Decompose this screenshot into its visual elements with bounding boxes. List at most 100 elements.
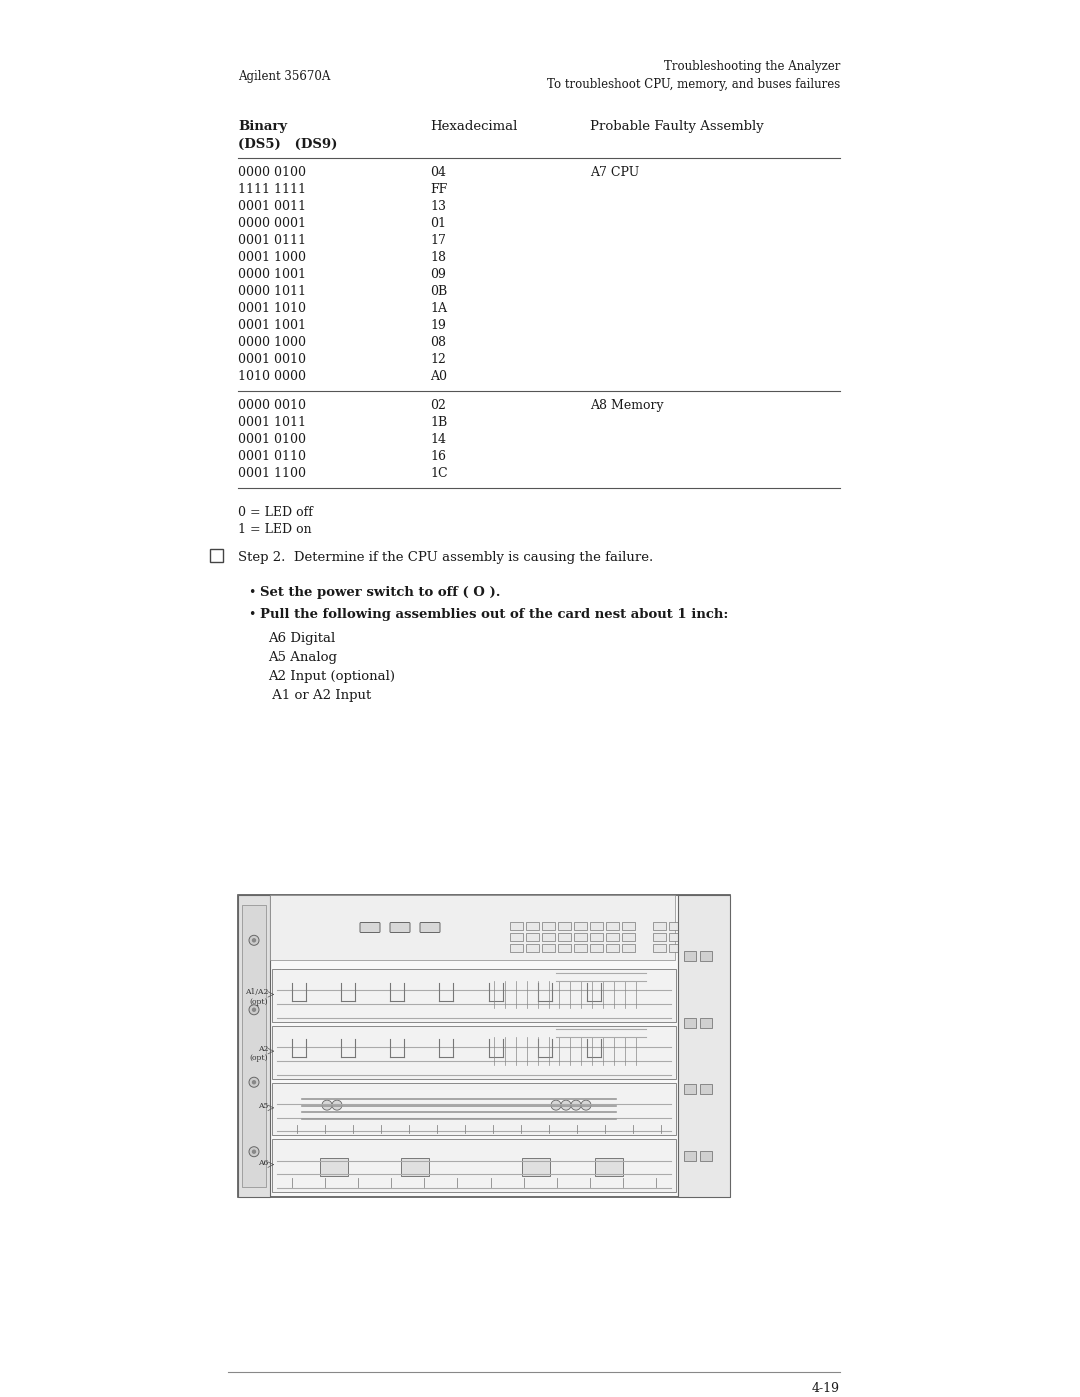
Text: Probable Faulty Assembly: Probable Faulty Assembly bbox=[590, 120, 764, 133]
Text: Step 2.  Determine if the CPU assembly is causing the failure.: Step 2. Determine if the CPU assembly is… bbox=[238, 552, 653, 564]
Circle shape bbox=[253, 1081, 256, 1084]
Circle shape bbox=[249, 1077, 259, 1087]
Bar bbox=[573, 933, 588, 942]
Text: 0 = LED off: 0 = LED off bbox=[238, 506, 313, 520]
Bar bbox=[542, 944, 555, 951]
Bar bbox=[653, 944, 666, 951]
Bar bbox=[700, 1151, 712, 1161]
Bar bbox=[272, 970, 676, 1021]
Bar bbox=[653, 922, 666, 930]
Circle shape bbox=[551, 1101, 561, 1111]
Text: 1A: 1A bbox=[430, 302, 447, 314]
Text: 19: 19 bbox=[430, 319, 446, 332]
Text: 0001 0110: 0001 0110 bbox=[238, 450, 306, 462]
Text: A6 Digital: A6 Digital bbox=[268, 631, 335, 645]
Text: 1B: 1B bbox=[430, 416, 447, 429]
Text: A0: A0 bbox=[430, 370, 447, 383]
Bar bbox=[606, 933, 619, 942]
Bar bbox=[526, 922, 539, 930]
Bar bbox=[523, 1158, 551, 1175]
Bar bbox=[272, 1139, 676, 1192]
Bar bbox=[669, 944, 681, 951]
Text: A5: A5 bbox=[258, 1102, 268, 1109]
Bar bbox=[542, 933, 555, 942]
Bar bbox=[321, 1158, 349, 1175]
Text: 13: 13 bbox=[430, 200, 446, 212]
Bar bbox=[669, 933, 681, 942]
Text: Set the power switch to off ( O ).: Set the power switch to off ( O ). bbox=[260, 585, 500, 599]
Text: 0000 1011: 0000 1011 bbox=[238, 285, 306, 298]
Bar bbox=[685, 933, 698, 942]
Text: •: • bbox=[248, 585, 255, 599]
Bar bbox=[238, 895, 270, 1197]
Text: A8 Memory: A8 Memory bbox=[590, 400, 663, 412]
Text: Binary: Binary bbox=[238, 120, 287, 133]
Text: A1/A2
(opt): A1/A2 (opt) bbox=[245, 988, 268, 1006]
Bar bbox=[678, 895, 730, 1197]
Bar bbox=[622, 933, 635, 942]
Bar bbox=[684, 1018, 696, 1028]
Text: Pull the following assemblies out of the card nest about 1 inch:: Pull the following assemblies out of the… bbox=[260, 608, 728, 622]
Bar bbox=[622, 922, 635, 930]
Bar bbox=[238, 895, 730, 1197]
Bar bbox=[526, 933, 539, 942]
Bar bbox=[272, 1083, 676, 1136]
Text: 02: 02 bbox=[430, 400, 446, 412]
Text: 17: 17 bbox=[430, 235, 446, 247]
Text: 0B: 0B bbox=[430, 285, 447, 298]
Circle shape bbox=[581, 1101, 591, 1111]
Bar bbox=[595, 1158, 623, 1175]
Bar bbox=[606, 922, 619, 930]
Text: Troubleshooting the Analyzer: Troubleshooting the Analyzer bbox=[663, 60, 840, 73]
Text: 0000 1001: 0000 1001 bbox=[238, 268, 306, 281]
Text: 0001 1001: 0001 1001 bbox=[238, 319, 306, 332]
Bar bbox=[510, 922, 523, 930]
Bar bbox=[653, 933, 666, 942]
Circle shape bbox=[249, 1004, 259, 1014]
Text: 09: 09 bbox=[430, 268, 446, 281]
FancyBboxPatch shape bbox=[390, 922, 410, 933]
Text: 0000 0100: 0000 0100 bbox=[238, 166, 306, 179]
Bar bbox=[684, 1084, 696, 1094]
Text: A2
(opt): A2 (opt) bbox=[249, 1045, 268, 1062]
Bar bbox=[402, 1158, 429, 1175]
Circle shape bbox=[253, 1009, 256, 1011]
Text: 12: 12 bbox=[430, 353, 446, 366]
Circle shape bbox=[253, 1150, 256, 1153]
Text: 4-19: 4-19 bbox=[812, 1382, 840, 1396]
Bar bbox=[606, 944, 619, 951]
Text: 0001 0100: 0001 0100 bbox=[238, 433, 306, 446]
Circle shape bbox=[253, 939, 256, 942]
Bar bbox=[210, 549, 222, 562]
Bar bbox=[590, 922, 603, 930]
Bar bbox=[700, 951, 712, 961]
Circle shape bbox=[249, 1147, 259, 1157]
Bar bbox=[622, 944, 635, 951]
Text: 1C: 1C bbox=[430, 467, 447, 481]
Bar bbox=[558, 922, 571, 930]
Bar bbox=[270, 895, 675, 960]
Text: 01: 01 bbox=[430, 217, 446, 231]
Text: 0001 1100: 0001 1100 bbox=[238, 467, 306, 481]
Text: A7 CPU: A7 CPU bbox=[590, 166, 639, 179]
Text: 1111 1111: 1111 1111 bbox=[238, 183, 306, 196]
Bar bbox=[526, 944, 539, 951]
Text: 1 = LED on: 1 = LED on bbox=[238, 522, 312, 536]
Text: A6: A6 bbox=[258, 1158, 268, 1166]
FancyBboxPatch shape bbox=[360, 922, 380, 933]
Text: 1010 0000: 1010 0000 bbox=[238, 370, 306, 383]
Text: •: • bbox=[248, 608, 255, 622]
Text: 14: 14 bbox=[430, 433, 446, 446]
Bar bbox=[558, 944, 571, 951]
Text: FF: FF bbox=[430, 183, 447, 196]
Text: 0001 1010: 0001 1010 bbox=[238, 302, 306, 314]
Bar bbox=[685, 944, 698, 951]
Bar bbox=[510, 944, 523, 951]
Text: 0000 1000: 0000 1000 bbox=[238, 337, 306, 349]
Bar bbox=[700, 1018, 712, 1028]
Circle shape bbox=[561, 1101, 571, 1111]
Bar bbox=[684, 951, 696, 961]
Circle shape bbox=[322, 1101, 332, 1111]
Circle shape bbox=[332, 1101, 342, 1111]
Text: 0001 1000: 0001 1000 bbox=[238, 251, 306, 264]
